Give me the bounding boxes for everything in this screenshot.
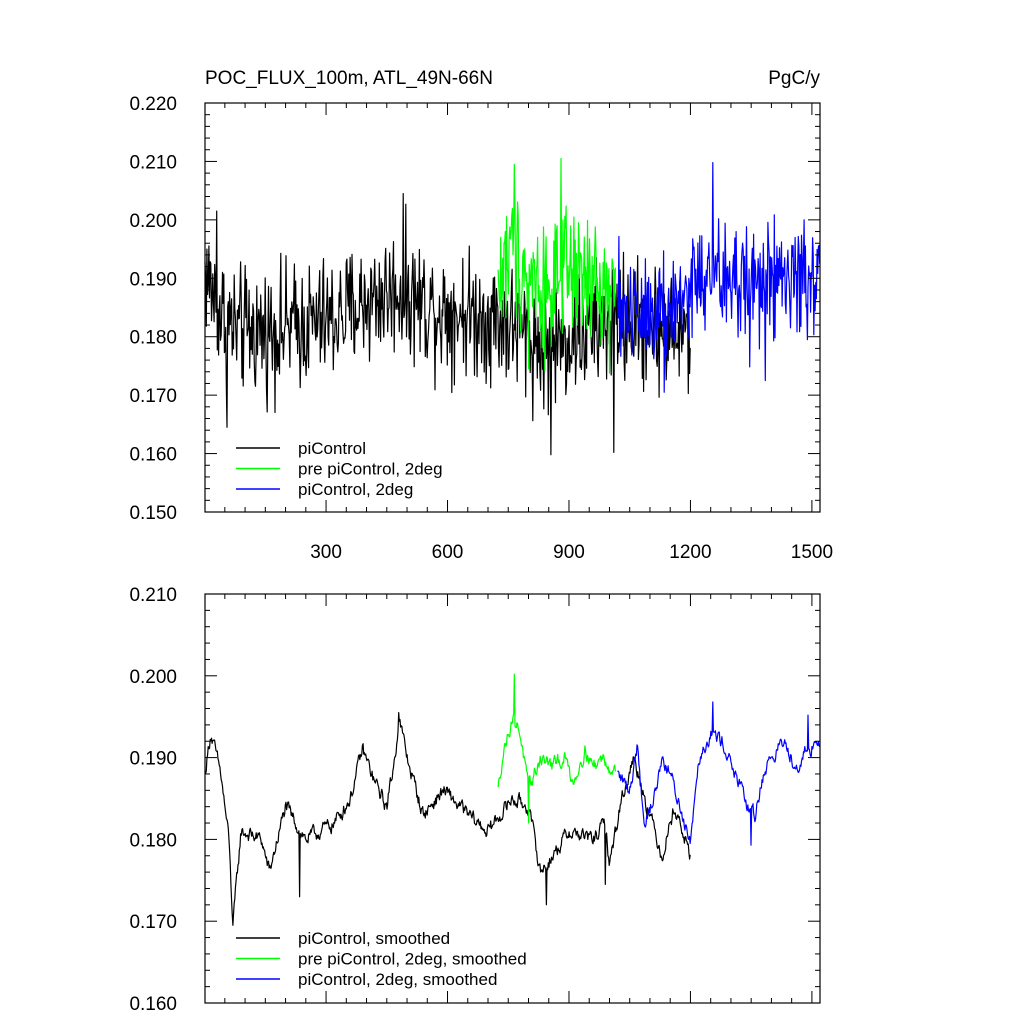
series-line-3 — [617, 701, 821, 846]
y-tick-label: 0.180 — [129, 328, 177, 349]
x-tick-label: 600 — [432, 542, 464, 563]
y-tick-label: 0.150 — [129, 503, 177, 524]
x-tick-label: 1500 — [791, 542, 833, 563]
top-panel: 300 600 900 1200 15000.1500.1600.1700.1800.1… — [129, 68, 833, 563]
x-tick-label: 900 — [553, 542, 585, 563]
y-tick-label: 0.190 — [129, 749, 177, 770]
x-axis: 300 600 900 1200 1500 — [224, 103, 833, 563]
y-tick-label: 0.170 — [129, 386, 177, 407]
series-line-1 — [204, 193, 691, 456]
legend-label: pre piControl, 2deg — [298, 460, 443, 479]
y-tick-label: 0.190 — [129, 269, 177, 290]
plot-frame — [204, 593, 821, 1004]
legend-label: pre piControl, 2deg, smoothed — [298, 950, 527, 969]
plot-area — [204, 673, 821, 926]
legend-label: piControl — [298, 439, 366, 458]
plot-area — [204, 157, 821, 456]
units-label: PgC/y — [768, 68, 820, 89]
y-tick-label: 0.200 — [129, 667, 177, 688]
series-line-1 — [204, 712, 691, 926]
legend-label: piControl, smoothed — [298, 929, 450, 948]
legend-label: piControl, 2deg — [298, 480, 413, 499]
y-axis: 0.150 0.160 0.170 0.180 0.190 0.200 0.210 0.220 — [129, 94, 820, 524]
y-tick-label: 0.160 — [129, 994, 177, 1015]
y-tick-label: 0.210 — [129, 585, 177, 606]
chart-title: POC_FLUX_100m, ATL_49N-66N — [205, 68, 493, 89]
plot-frame — [204, 102, 821, 513]
series-line-2 — [497, 157, 616, 374]
series-line-2 — [497, 673, 616, 824]
y-tick-label: 0.180 — [129, 830, 177, 851]
y-tick-label: 0.210 — [129, 152, 177, 173]
x-tick-label: 1200 — [669, 542, 711, 563]
x-axis — [224, 594, 813, 1003]
y-axis: 0.160 0.170 0.180 0.190 0.200 0.210 — [129, 585, 820, 1015]
y-tick-label: 0.220 — [129, 94, 177, 115]
y-tick-label: 0.200 — [129, 211, 177, 232]
y-tick-label: 0.170 — [129, 912, 177, 933]
y-tick-label: 0.160 — [129, 445, 177, 466]
bottom-panel: 0.160 0.170 0.180 0.190 0.200 0.210 piControl,… — [129, 585, 821, 1015]
legend: piControl, smoothed pre piControl, 2deg, … — [236, 929, 527, 989]
x-tick-label: 300 — [310, 542, 342, 563]
legend-label: piControl, 2deg, smoothed — [298, 970, 497, 989]
series-line-3 — [617, 162, 821, 393]
